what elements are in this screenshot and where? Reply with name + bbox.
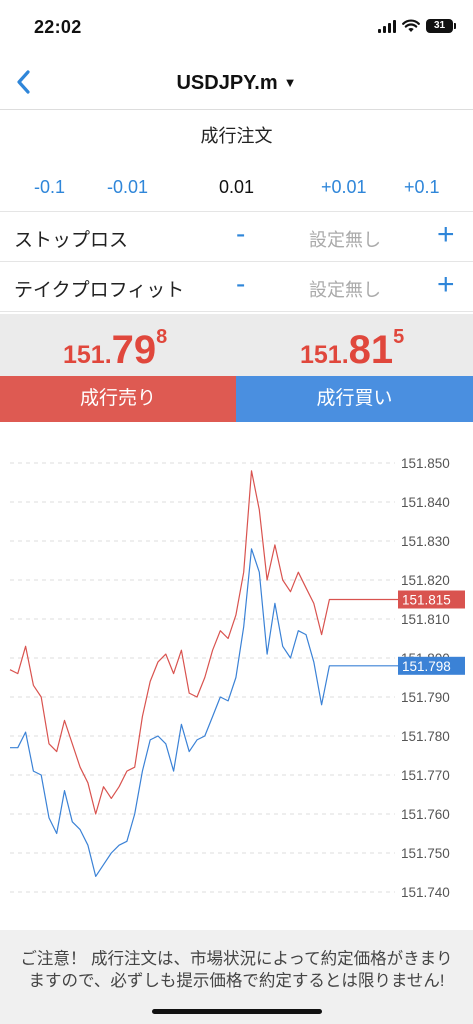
- volume-minus-0.01-button[interactable]: -0.01: [107, 177, 149, 197]
- series-line: [10, 548, 345, 877]
- dropdown-caret-icon: ▼: [283, 75, 297, 90]
- y-tick-label: 151.830: [401, 534, 450, 549]
- stop-loss-row: ストップロス - 設定無し +: [0, 212, 473, 262]
- status-icons: 31: [378, 19, 456, 33]
- status-bar: 22:02 31: [0, 0, 473, 58]
- symbol-name: USDJPY.m: [176, 72, 278, 94]
- take-profit-value[interactable]: 設定無し: [309, 280, 381, 300]
- status-time: 22:02: [34, 17, 82, 37]
- back-button[interactable]: [8, 64, 44, 100]
- y-tick-label: 151.820: [401, 573, 450, 588]
- chevron-left-icon: [17, 70, 30, 94]
- ask-price: 151.815: [300, 326, 404, 373]
- ask-price-prefix: 151.: [300, 341, 349, 369]
- last-price-label: 151.798: [402, 659, 451, 674]
- order-type-label: 成行注文: [200, 126, 273, 146]
- volume-plus-0.01-button[interactable]: +0.01: [321, 177, 367, 197]
- notice-text: ご注意！ 成行注文は、市場状況によって約定価格がきまりますので、必ずしも提示価格…: [0, 930, 473, 1024]
- price-row: 151.798 151.815: [0, 314, 473, 376]
- take-profit-minus-button[interactable]: -: [236, 268, 246, 299]
- series-line: [9, 470, 345, 815]
- volume-row: -0.1 -0.01 0.01 +0.01 +0.1: [0, 162, 473, 212]
- stop-loss-value[interactable]: 設定無し: [309, 230, 381, 250]
- bid-price: 151.798: [63, 326, 167, 373]
- bid-price-prefix: 151.: [63, 341, 112, 369]
- y-tick-label: 151.810: [401, 612, 450, 627]
- volume-plus-0.1-button[interactable]: +0.1: [404, 177, 440, 197]
- wifi-icon: [402, 19, 420, 32]
- nav-bar: USDJPY.m ▼: [0, 58, 473, 110]
- bid-price-sup: 8: [156, 326, 168, 348]
- y-tick-label: 151.750: [401, 846, 450, 861]
- tick-chart-svg: 151.850 151.840 151.830 151.820 151.810 151.8…: [9, 456, 465, 900]
- battery-icon: 31: [426, 19, 456, 33]
- y-tick-label: 151.850: [401, 456, 450, 471]
- y-tick-label: 151.790: [401, 690, 450, 705]
- tick-chart: 151.850 151.840 151.830 151.820 151.810 151.8…: [0, 422, 473, 930]
- stop-loss-minus-button[interactable]: -: [236, 218, 246, 249]
- last-price-label: 151.815: [402, 593, 451, 608]
- y-tick-label: 151.770: [401, 768, 450, 783]
- take-profit-row: テイクプロフィット - 設定無し +: [0, 262, 473, 312]
- y-tick-label: 151.840: [401, 495, 450, 510]
- last-price-tag: [398, 590, 465, 609]
- last-price-tag: [398, 656, 465, 675]
- symbol-selector[interactable]: USDJPY.m ▼: [0, 72, 473, 95]
- take-profit-plus-button[interactable]: +: [437, 268, 455, 301]
- ask-price-big: 81: [348, 328, 394, 372]
- signal-icon: [378, 19, 396, 33]
- volume-minus-0.1-button[interactable]: -0.1: [34, 177, 66, 197]
- y-tick-label: 151.760: [401, 807, 450, 822]
- stop-loss-plus-button[interactable]: +: [437, 218, 455, 251]
- home-indicator: [152, 1009, 322, 1014]
- ask-price-sup: 5: [393, 326, 405, 348]
- y-tick-label: 151.780: [401, 729, 450, 744]
- y-tick-label: 151.740: [401, 885, 450, 900]
- market-buy-button[interactable]: 成行買い: [236, 376, 473, 422]
- take-profit-label: テイクプロフィット: [14, 280, 185, 301]
- volume-value[interactable]: 0.01: [218, 177, 255, 197]
- stop-loss-label: ストップロス: [14, 230, 129, 251]
- bid-price-big: 79: [111, 328, 157, 372]
- market-sell-button[interactable]: 成行売り: [0, 376, 236, 422]
- trade-buttons: 成行売り 成行買い: [0, 376, 473, 422]
